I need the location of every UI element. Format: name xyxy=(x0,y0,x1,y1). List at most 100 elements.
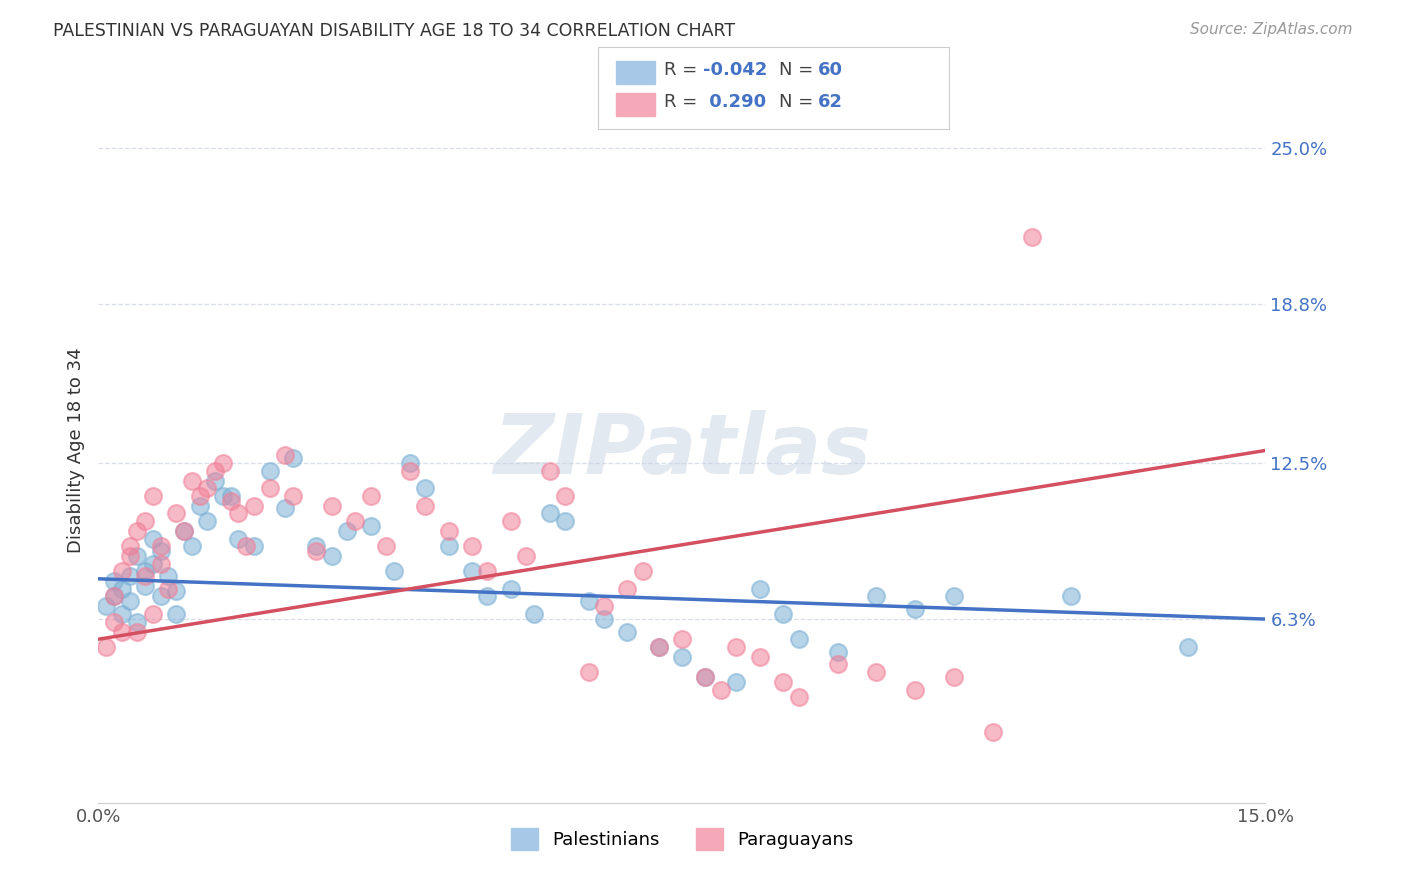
Point xyxy=(173,524,195,538)
Point xyxy=(305,539,328,553)
Point xyxy=(748,649,770,664)
Point xyxy=(360,519,382,533)
Point xyxy=(787,690,810,705)
Point xyxy=(943,590,966,604)
Point xyxy=(1177,640,1199,654)
Point xyxy=(787,632,810,647)
Point xyxy=(149,544,172,558)
Text: PALESTINIAN VS PARAGUAYAN DISABILITY AGE 18 TO 34 CORRELATION CHART: PALESTINIAN VS PARAGUAYAN DISABILITY AGE… xyxy=(53,22,735,40)
Point xyxy=(157,569,180,583)
Y-axis label: Disability Age 18 to 34: Disability Age 18 to 34 xyxy=(66,348,84,553)
Point xyxy=(212,489,235,503)
Point xyxy=(461,539,484,553)
Point xyxy=(772,675,794,690)
Point xyxy=(375,539,398,553)
Point xyxy=(437,524,460,538)
Point xyxy=(477,564,499,578)
Point xyxy=(865,590,887,604)
Point xyxy=(413,499,436,513)
Point xyxy=(281,450,304,465)
Point xyxy=(228,507,250,521)
Point xyxy=(188,489,211,503)
Point xyxy=(336,524,359,538)
Point xyxy=(538,507,561,521)
Point xyxy=(165,584,187,599)
Point xyxy=(212,456,235,470)
Point xyxy=(865,665,887,679)
Point xyxy=(321,549,343,564)
Point xyxy=(695,670,717,684)
Point xyxy=(538,464,561,478)
Point xyxy=(111,564,134,578)
Point xyxy=(477,590,499,604)
Point xyxy=(157,582,180,596)
Point xyxy=(360,489,382,503)
Point xyxy=(134,569,156,583)
Text: R =: R = xyxy=(664,93,703,111)
Point xyxy=(243,499,266,513)
Point xyxy=(195,514,218,528)
Point xyxy=(142,532,165,546)
Point xyxy=(111,607,134,621)
Point xyxy=(515,549,537,564)
Point xyxy=(127,549,149,564)
Point xyxy=(1021,229,1043,244)
Point xyxy=(554,489,576,503)
Point xyxy=(96,640,118,654)
Point xyxy=(499,582,522,596)
Point xyxy=(111,624,134,639)
Point xyxy=(647,640,669,654)
Point xyxy=(305,544,328,558)
Point xyxy=(398,464,420,478)
Point xyxy=(118,539,141,553)
Point xyxy=(165,607,187,621)
Point xyxy=(437,539,460,553)
Point xyxy=(111,582,134,596)
Point xyxy=(235,539,257,553)
Legend: Palestinians, Paraguayans: Palestinians, Paraguayans xyxy=(503,821,860,857)
Point xyxy=(671,649,693,664)
Point xyxy=(219,493,242,508)
Point xyxy=(616,624,638,639)
Point xyxy=(274,501,297,516)
Point xyxy=(904,602,927,616)
Point xyxy=(173,524,195,538)
Text: 62: 62 xyxy=(818,93,844,111)
Point xyxy=(142,557,165,571)
Point xyxy=(142,489,165,503)
Point xyxy=(134,514,156,528)
Point xyxy=(321,499,343,513)
Point xyxy=(772,607,794,621)
Point xyxy=(461,564,484,578)
Point xyxy=(904,682,927,697)
Point xyxy=(180,539,202,553)
Point xyxy=(118,549,141,564)
Point xyxy=(398,456,420,470)
Point xyxy=(204,464,226,478)
Point xyxy=(96,599,118,614)
Point xyxy=(103,590,125,604)
Text: Source: ZipAtlas.com: Source: ZipAtlas.com xyxy=(1189,22,1353,37)
Point xyxy=(127,524,149,538)
Point xyxy=(981,725,1004,739)
Point xyxy=(243,539,266,553)
Point xyxy=(344,514,367,528)
Point xyxy=(578,594,600,608)
Point xyxy=(149,557,172,571)
Text: 0.290: 0.290 xyxy=(703,93,766,111)
Point xyxy=(127,615,149,629)
Point xyxy=(204,474,226,488)
Point xyxy=(103,590,125,604)
Point xyxy=(1060,590,1083,604)
Point xyxy=(593,599,616,614)
Point xyxy=(219,489,242,503)
Text: ZIPatlas: ZIPatlas xyxy=(494,410,870,491)
Point xyxy=(149,590,172,604)
Point xyxy=(134,564,156,578)
Text: -0.042: -0.042 xyxy=(703,61,768,78)
Point xyxy=(631,564,654,578)
Point xyxy=(578,665,600,679)
Text: N =: N = xyxy=(779,93,818,111)
Point xyxy=(382,564,405,578)
Point xyxy=(523,607,546,621)
